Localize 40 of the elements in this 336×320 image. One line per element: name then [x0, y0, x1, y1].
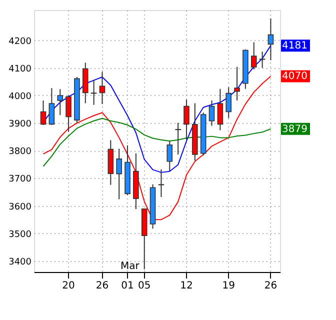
x-tick-label: 01 [121, 280, 134, 292]
line-series [42, 118, 272, 167]
candlestick [57, 88, 64, 116]
y-tick-label: 3900 [8, 120, 32, 130]
candlestick [82, 62, 88, 104]
y-tick-label: 3800 [8, 147, 32, 158]
candlestick [226, 86, 232, 119]
candlestick [250, 42, 257, 70]
data-label: 4181 [282, 40, 308, 52]
x-tick-label: 26 [96, 280, 109, 292]
candlestick [158, 168, 164, 198]
candlestick [234, 66, 240, 101]
candlestick [66, 94, 72, 132]
y-tick-label: 3400 [8, 257, 32, 268]
x-tick-label: 12 [180, 280, 193, 292]
candlestick [184, 99, 190, 140]
y-tick-label: 4000 [8, 92, 32, 102]
candlestick [48, 88, 55, 126]
candlestick [217, 88, 224, 131]
x-tick-label: 05 [138, 280, 151, 292]
y-tick-label: 4200 [8, 36, 32, 47]
x-tick-label: 19 [222, 280, 235, 292]
y-tick-label: 3700 [8, 174, 32, 185]
annotation: Mar [120, 261, 140, 272]
candlestick [175, 122, 181, 156]
candlestick [90, 79, 97, 106]
candlestick [116, 148, 122, 200]
candlestick [166, 140, 173, 172]
y-tick-label: 3600 [8, 202, 32, 212]
candlestick [259, 51, 266, 68]
data-label: 4070 [282, 71, 308, 82]
x-tick-label: 26 [264, 280, 278, 292]
y-tick-label: 3500 [8, 230, 32, 240]
candlestick [40, 100, 46, 126]
candlestick [208, 100, 215, 126]
candlestick [99, 71, 106, 105]
data-label: 3879 [282, 124, 308, 135]
x-tick-label: 20 [62, 280, 75, 292]
y-tick-label: 4100 [8, 64, 32, 74]
candlestick [268, 18, 274, 61]
